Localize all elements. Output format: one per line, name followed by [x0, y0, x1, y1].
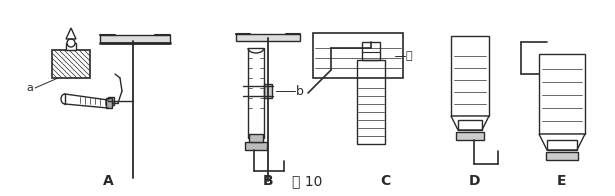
Text: a: a	[26, 83, 33, 93]
Text: B: B	[263, 174, 273, 188]
Text: b: b	[296, 84, 304, 97]
Bar	[539, 54, 585, 134]
Bar	[66, 43, 76, 50]
Bar	[547, 140, 577, 150]
Polygon shape	[539, 134, 585, 150]
Text: C: C	[380, 174, 390, 188]
Polygon shape	[451, 116, 489, 130]
Bar	[546, 152, 578, 160]
Bar	[106, 98, 112, 108]
Bar	[458, 120, 482, 130]
Bar	[264, 84, 272, 98]
Bar	[248, 48, 264, 138]
Bar	[100, 35, 170, 43]
Bar	[313, 33, 403, 78]
Bar	[456, 132, 484, 140]
Text: E: E	[557, 174, 567, 188]
Bar	[362, 42, 380, 60]
Circle shape	[67, 39, 75, 47]
Bar	[451, 36, 489, 116]
Bar	[249, 134, 263, 142]
Text: 图 10: 图 10	[292, 174, 322, 188]
Text: 水: 水	[406, 51, 413, 61]
Bar	[357, 60, 385, 144]
Text: A: A	[103, 174, 113, 188]
Bar	[108, 97, 114, 105]
Bar	[236, 34, 300, 41]
Bar	[52, 50, 90, 78]
Text: D: D	[468, 174, 480, 188]
Bar	[245, 142, 267, 150]
